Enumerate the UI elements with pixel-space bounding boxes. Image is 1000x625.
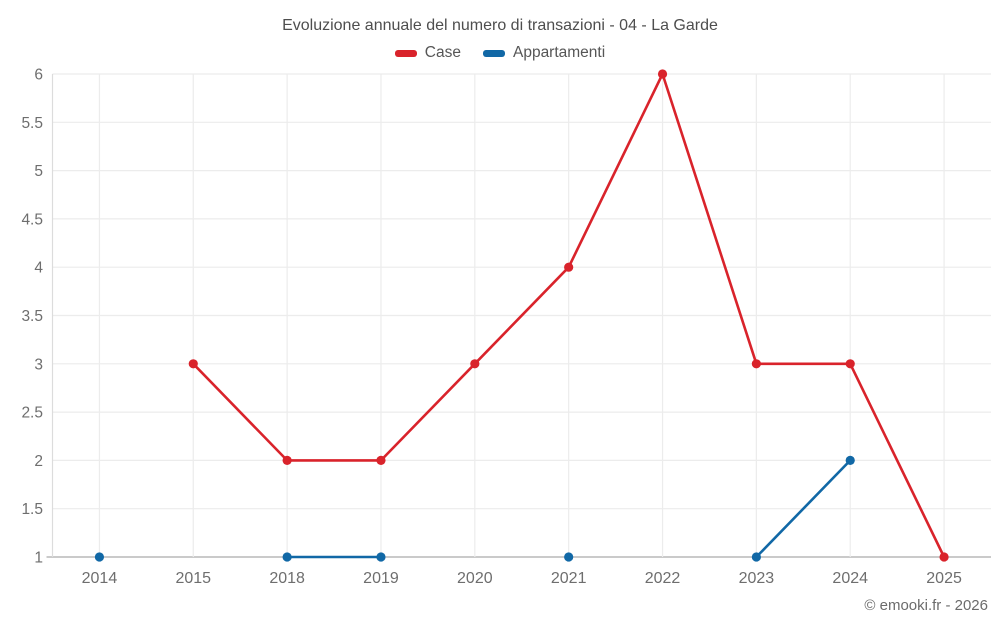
x-axis-tick-label: 2021 xyxy=(551,570,587,587)
appartamenti-series-swatch-icon xyxy=(482,49,505,57)
x-axis-tick-label: 2022 xyxy=(645,570,681,587)
y-axis-tick-label: 2.5 xyxy=(21,405,43,422)
x-axis-tick-label: 2020 xyxy=(457,570,493,587)
data-point[interactable] xyxy=(845,455,855,465)
data-point[interactable] xyxy=(282,455,292,465)
data-point[interactable] xyxy=(94,552,105,562)
x-axis-tick-label: 2015 xyxy=(175,570,211,587)
legend-label-case: Case xyxy=(424,44,461,61)
y-axis-tick-label: 5.5 xyxy=(21,115,43,132)
y-axis-tick-label: 3 xyxy=(34,356,43,373)
y-axis-tick-label: 1 xyxy=(34,550,43,567)
y-axis-tick-label: 1.5 xyxy=(21,501,43,518)
case-series-swatch-icon xyxy=(394,49,417,57)
data-point[interactable] xyxy=(282,552,292,562)
legend-label-appartamenti: Appartamenti xyxy=(512,44,606,61)
data-point[interactable] xyxy=(470,359,480,369)
x-axis-tick-label: 2023 xyxy=(739,570,775,587)
x-axis-tick-label: 2025 xyxy=(926,570,962,587)
y-axis-tick-label: 4.5 xyxy=(21,211,43,228)
data-point[interactable] xyxy=(845,359,855,369)
chart-legend: Case Appartamenti xyxy=(0,44,1000,62)
x-axis-tick-label: 2024 xyxy=(832,570,868,587)
data-point[interactable] xyxy=(657,69,668,79)
copyright-watermark: © emooki.fr - 2026 xyxy=(864,597,988,614)
chart-title: Evoluzione annuale del numero di transaz… xyxy=(282,17,718,34)
y-axis-tick-label: 3.5 xyxy=(21,308,43,325)
x-axis-tick-label: 2014 xyxy=(82,570,118,587)
y-axis-tick-label: 6 xyxy=(34,67,43,84)
x-axis-tick-label: 2019 xyxy=(363,570,399,587)
legend-item-case[interactable]: Case xyxy=(394,44,461,62)
y-axis-tick-label: 5 xyxy=(34,163,43,180)
y-axis-tick-label: 4 xyxy=(34,260,43,277)
data-point[interactable] xyxy=(188,359,198,369)
y-axis-tick-label: 2 xyxy=(34,453,43,470)
data-point[interactable] xyxy=(751,359,761,369)
data-point[interactable] xyxy=(564,552,574,562)
x-axis-tick-label: 2018 xyxy=(269,570,305,587)
data-point[interactable] xyxy=(564,262,574,272)
data-point[interactable] xyxy=(376,552,386,562)
data-point[interactable] xyxy=(376,455,386,465)
legend-item-appartamenti[interactable]: Appartamenti xyxy=(482,44,606,62)
data-point[interactable] xyxy=(939,552,949,562)
series-line xyxy=(755,459,852,559)
data-point[interactable] xyxy=(751,552,761,562)
